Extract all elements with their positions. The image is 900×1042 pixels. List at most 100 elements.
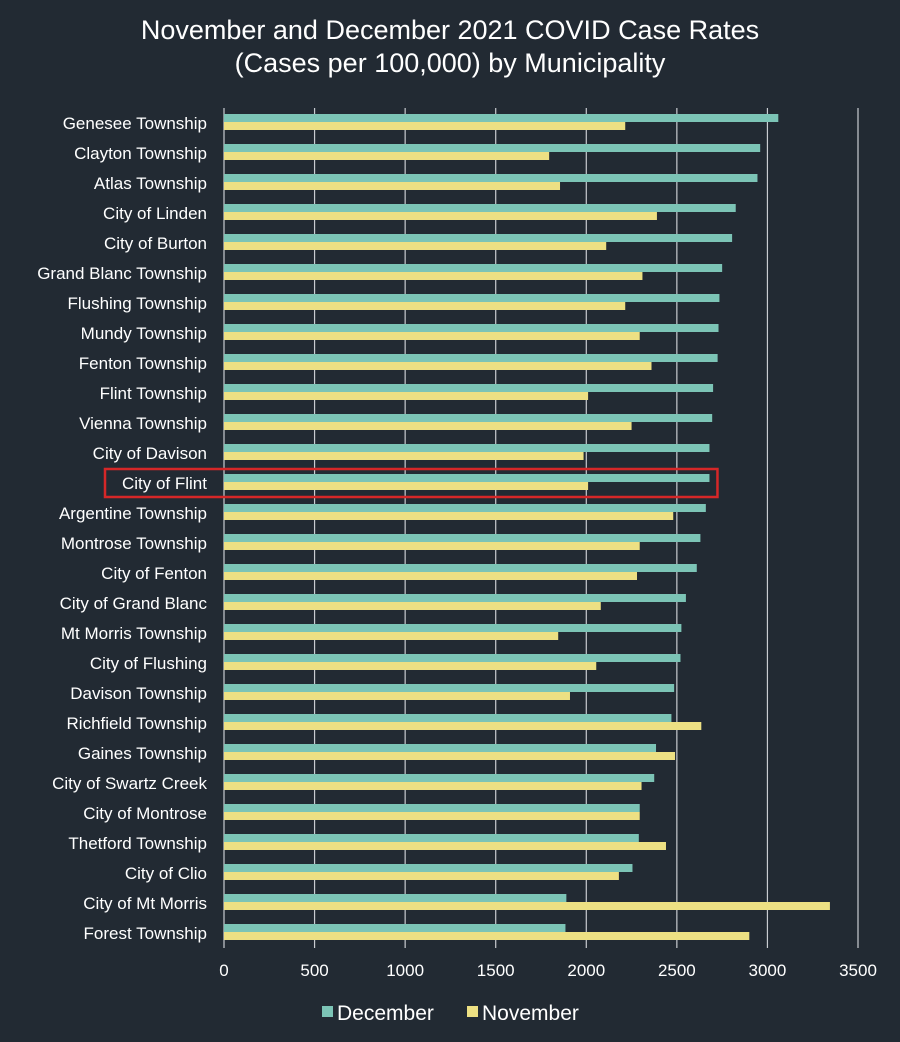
category-label: City of Davison [93, 444, 207, 463]
category-label: Grand Blanc Township [37, 264, 207, 283]
category-label: Flint Township [100, 384, 207, 403]
bar-november [224, 932, 750, 940]
category-label: City of Burton [104, 234, 207, 253]
bar-december [224, 594, 686, 602]
bar-december [224, 924, 566, 932]
bar-november [224, 272, 643, 280]
bars [224, 114, 830, 940]
bar-december [224, 684, 675, 692]
x-tick-label: 1000 [386, 961, 424, 980]
bar-december [224, 384, 714, 392]
bar-november [224, 842, 666, 850]
bar-november [224, 212, 657, 220]
bar-november [224, 182, 561, 190]
bar-december [224, 714, 672, 722]
x-tick-label: 0 [219, 961, 228, 980]
chart-title: November and December 2021 COVID Case Ra… [0, 14, 900, 80]
category-label: Mundy Township [81, 324, 207, 343]
category-label: City of Swartz Creek [52, 774, 207, 793]
legend-label-december: December [337, 1002, 434, 1025]
bar-november [224, 302, 626, 310]
x-tick-label: 500 [300, 961, 328, 980]
category-labels: Genesee Township Clayton Township Atlas To… [37, 114, 207, 943]
bar-november [224, 572, 638, 580]
category-label: City of Flushing [90, 654, 207, 673]
bar-december [224, 504, 706, 512]
bar-november [224, 662, 597, 670]
bar-november [224, 392, 589, 400]
bar-november [224, 632, 559, 640]
category-label: Davison Township [70, 684, 207, 703]
bar-december [224, 144, 761, 152]
x-tick-label: 3500 [839, 961, 877, 980]
category-label: Richfield Township [67, 714, 207, 733]
bar-november [224, 152, 550, 160]
bar-december [224, 324, 719, 332]
bar-december [224, 564, 697, 572]
category-label: Mt Morris Township [61, 624, 207, 643]
highlight-box [103, 467, 719, 499]
bar-november [224, 482, 589, 490]
bar-december [224, 294, 720, 302]
bar-november [224, 692, 570, 700]
bar-december [224, 774, 655, 782]
category-label: City of Linden [103, 204, 207, 223]
bar-november [224, 242, 607, 250]
bar-november [224, 422, 632, 430]
x-tick-label: 1500 [477, 961, 515, 980]
x-tick-label: 2000 [567, 961, 605, 980]
bar-december [224, 114, 779, 122]
category-label: City of Flint [122, 474, 207, 493]
bar-november [224, 902, 830, 910]
category-label: Flushing Township [67, 294, 207, 313]
chart-title-line-1: November and December 2021 COVID Case Ra… [140, 15, 760, 45]
bar-november [224, 722, 702, 730]
legend-swatch-november [467, 1006, 478, 1017]
x-tick-labels: 0 500 1000 1500 2000 2500 3000 3500 [219, 961, 877, 980]
category-label: City of Clio [125, 864, 207, 883]
bar-december [224, 414, 713, 422]
bar-december [224, 654, 681, 662]
bar-december [224, 264, 723, 272]
legend: December November [322, 1002, 579, 1025]
legend-label-november: November [482, 1002, 579, 1025]
bar-december [224, 174, 758, 182]
bar-november [224, 542, 640, 550]
bar-december [224, 744, 657, 752]
category-label: City of Fenton [101, 564, 207, 583]
bar-december [224, 864, 633, 872]
category-label: Clayton Township [74, 144, 207, 163]
bar-november [224, 122, 626, 130]
bar-november [224, 362, 652, 370]
bar-november [224, 782, 642, 790]
category-label: City of Montrose [83, 804, 207, 823]
bar-december [224, 624, 682, 632]
category-label: City of Mt Morris [83, 894, 207, 913]
category-label: Atlas Township [94, 174, 207, 193]
chart-title-line-2: (Cases per 100,000) by Municipality [234, 48, 666, 78]
highlight-layer [103, 467, 719, 499]
bar-december [224, 354, 718, 362]
bar-november [224, 332, 640, 340]
bar-november [224, 752, 676, 760]
category-label: City of Grand Blanc [60, 594, 208, 613]
bar-december [224, 234, 733, 242]
category-label: Argentine Township [59, 504, 207, 523]
category-label: Vienna Township [79, 414, 207, 433]
category-label: Gaines Township [78, 744, 207, 763]
legend-swatch-december [322, 1006, 333, 1017]
category-label: Forest Township [84, 924, 207, 943]
bar-november [224, 452, 584, 460]
bar-december [224, 894, 567, 902]
category-label: Genesee Township [63, 114, 207, 133]
category-label: Thetford Township [68, 834, 207, 853]
bar-november [224, 602, 601, 610]
bar-december [224, 474, 710, 482]
category-label: Fenton Township [79, 354, 207, 373]
bar-november [224, 512, 674, 520]
x-tick-label: 3000 [749, 961, 787, 980]
bar-december [224, 444, 710, 452]
category-label: Montrose Township [61, 534, 207, 553]
x-tick-label: 2500 [658, 961, 696, 980]
